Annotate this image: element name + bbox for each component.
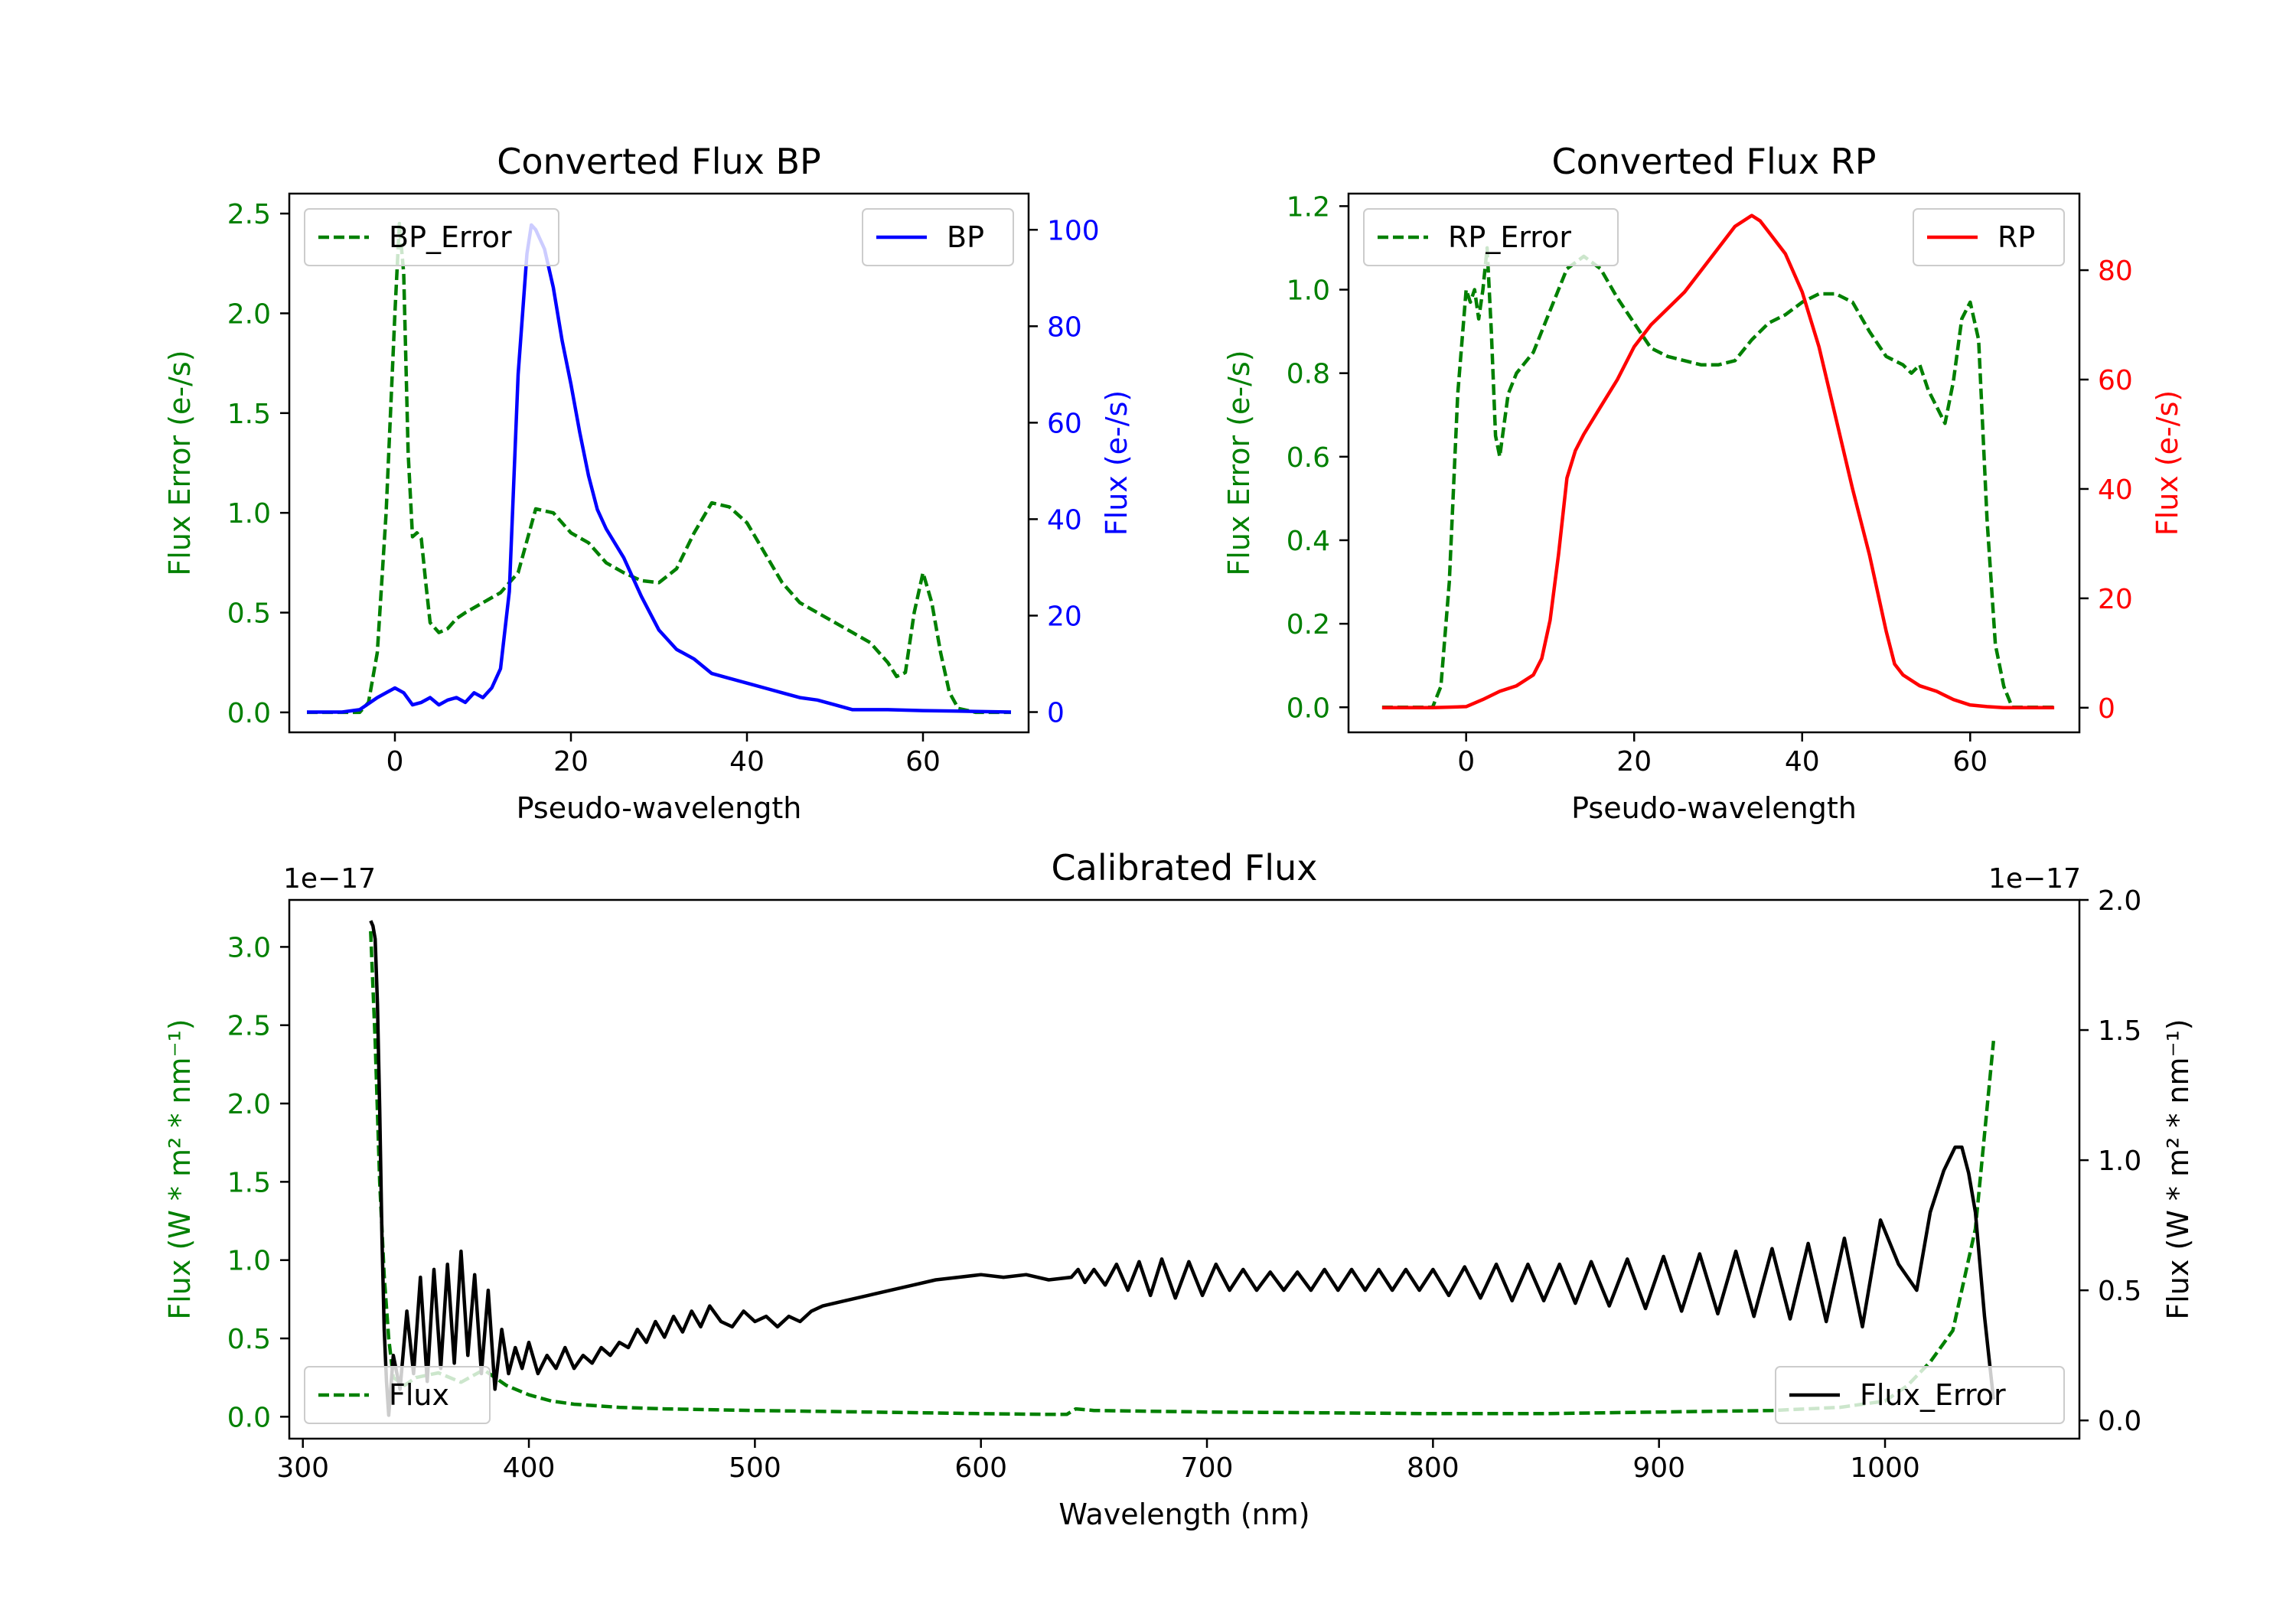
y-right-tick-label: 40 bbox=[2098, 474, 2133, 506]
y-right-tick-label: 1.0 bbox=[2098, 1146, 2141, 1177]
y-left-tick-label: 2.5 bbox=[227, 1011, 271, 1042]
y-right-tick-label: 60 bbox=[2098, 365, 2133, 396]
x-tick-label: 700 bbox=[1181, 1452, 1234, 1484]
y-left-tick-label: 0.5 bbox=[227, 1324, 271, 1355]
y-left-tick-label: 0.0 bbox=[227, 1402, 271, 1433]
y-left-axis-label: Flux Error (e-/s) bbox=[163, 350, 197, 575]
x-tick-label: 900 bbox=[1632, 1452, 1685, 1484]
series-bp bbox=[307, 223, 1012, 714]
plot-frame bbox=[288, 898, 2081, 1440]
plot-frame bbox=[288, 192, 1030, 734]
legend-right: Flux_Error bbox=[1775, 1366, 2065, 1424]
y-right-tick-label: 0.0 bbox=[2098, 1406, 2141, 1437]
series-flux bbox=[369, 920, 1996, 1417]
y-left-tick-label: 2.0 bbox=[227, 298, 271, 330]
y-left-tick-label: 1.5 bbox=[227, 399, 271, 430]
y-left-tick-label: 0.2 bbox=[1287, 609, 1330, 641]
x-tick-label: 0 bbox=[386, 746, 404, 777]
y-left-tick-label: 0.5 bbox=[227, 598, 271, 630]
legend-left: BP_Error bbox=[304, 208, 559, 266]
x-tick-label: 800 bbox=[1407, 1452, 1459, 1484]
x-tick-label: 600 bbox=[954, 1452, 1007, 1484]
y-right-tick-label: 20 bbox=[1047, 601, 1082, 632]
y-right-tick-label: 0.5 bbox=[2098, 1276, 2141, 1307]
legend-box bbox=[1775, 1366, 2065, 1424]
y-right-tick-label: 20 bbox=[2098, 584, 2133, 615]
y-left-tick-label: 2.5 bbox=[227, 199, 271, 230]
y-right-axis-label: Flux (e-/s) bbox=[2151, 390, 2184, 536]
x-axis-label: Pseudo-wavelength bbox=[1571, 791, 1857, 825]
y-left-axis-label: Flux (W * m² * nm⁻¹) bbox=[163, 1019, 197, 1319]
plot-frame bbox=[1347, 192, 2081, 734]
legend-box bbox=[862, 208, 1014, 266]
x-tick-label: 0 bbox=[1457, 746, 1475, 777]
chart-title: Converted Flux RP bbox=[1552, 141, 1877, 182]
y-right-tick-label: 80 bbox=[1047, 311, 1082, 343]
x-tick-label: 300 bbox=[276, 1452, 329, 1484]
legend-left: RP_Error bbox=[1363, 208, 1619, 266]
x-tick-label: 20 bbox=[1616, 746, 1652, 777]
legend-label: BP bbox=[947, 220, 984, 254]
y-right-tick-label: 0 bbox=[1047, 698, 1065, 729]
chart-bp: 0 20 40 60 0.0 0.5 1.0 1.5 2.0 2.5 0 20 40 60 80 100 Con… bbox=[163, 141, 1133, 825]
y-left-tick-label: 1.0 bbox=[1287, 275, 1330, 307]
y-right-tick-label: 100 bbox=[1047, 215, 1100, 246]
y-right-axis-label: Flux (e-/s) bbox=[1100, 390, 1133, 536]
series-rp-error bbox=[1381, 246, 2055, 709]
legend-right: RP bbox=[1913, 208, 2065, 266]
x-axis-label: Pseudo-wavelength bbox=[517, 791, 802, 825]
legend-label: Flux_Error bbox=[1860, 1378, 2006, 1412]
x-tick-label: 60 bbox=[905, 746, 941, 777]
y-left-tick-label: 0.0 bbox=[227, 698, 271, 729]
y-right-tick-label: 1.5 bbox=[2098, 1015, 2141, 1047]
x-tick-label: 40 bbox=[1785, 746, 1820, 777]
x-axis-label: Wavelength (nm) bbox=[1058, 1498, 1309, 1531]
chart-title: Converted Flux BP bbox=[497, 141, 821, 182]
x-tick-label: 1000 bbox=[1850, 1452, 1920, 1484]
legend-right: BP bbox=[862, 208, 1014, 266]
x-tick-label: 40 bbox=[729, 746, 765, 777]
legend-left: Flux bbox=[304, 1366, 491, 1424]
y-left-tick-label: 0.4 bbox=[1287, 526, 1330, 557]
chart-title: Calibrated Flux bbox=[1052, 847, 1318, 888]
legend-label: Flux bbox=[389, 1378, 449, 1412]
series-rp bbox=[1381, 214, 2055, 710]
y-left-tick-label: 0.0 bbox=[1287, 693, 1330, 724]
y-left-tick-label: 0.6 bbox=[1287, 442, 1330, 474]
x-tick-label: 20 bbox=[553, 746, 589, 777]
legend-box bbox=[1913, 208, 2065, 266]
legend-box bbox=[304, 1366, 491, 1424]
x-tick-label: 500 bbox=[729, 1452, 781, 1484]
y-left-tick-label: 1.0 bbox=[227, 498, 271, 530]
y-right-axis-label: Flux (W * m² * nm⁻¹) bbox=[2161, 1019, 2195, 1319]
y-left-tick-label: 3.0 bbox=[227, 932, 271, 963]
y-right-offset-label: 1e−17 bbox=[1988, 863, 2081, 895]
legend-label: RP bbox=[1998, 220, 2035, 254]
y-right-tick-label: 80 bbox=[2098, 256, 2133, 287]
y-left-tick-label: 1.2 bbox=[1287, 191, 1330, 223]
x-tick-label: 400 bbox=[503, 1452, 556, 1484]
y-right-tick-label: 2.0 bbox=[2098, 885, 2141, 917]
y-right-tick-label: 0 bbox=[2098, 693, 2115, 725]
chart-calibrated: 300 400 500 600 700 800 900 1000 0.0 0.5 1.0 1.5 2.0… bbox=[163, 847, 2195, 1531]
legend-label: BP_Error bbox=[389, 220, 512, 254]
y-left-tick-label: 0.8 bbox=[1287, 359, 1330, 390]
series-flux-error bbox=[369, 931, 1996, 1416]
y-left-tick-label: 1.0 bbox=[227, 1246, 271, 1277]
y-left-tick-label: 1.5 bbox=[227, 1167, 271, 1198]
y-left-tick-label: 2.0 bbox=[227, 1089, 271, 1120]
legend-label: RP_Error bbox=[1448, 220, 1571, 254]
y-left-axis-label: Flux Error (e-/s) bbox=[1222, 350, 1256, 575]
chart-rp: 0 20 40 60 0.0 0.2 0.4 0.6 0.8 1.0 1.2 0 20 40 60 80 Con… bbox=[1222, 141, 2184, 825]
y-right-tick-label: 60 bbox=[1047, 408, 1082, 439]
legend-box bbox=[1363, 208, 1619, 266]
series-bp-error bbox=[307, 221, 1011, 715]
y-left-offset-label: 1e−17 bbox=[283, 863, 376, 895]
y-right-tick-label: 40 bbox=[1047, 504, 1082, 536]
legend-box bbox=[304, 208, 559, 266]
x-tick-label: 60 bbox=[1952, 746, 1988, 777]
